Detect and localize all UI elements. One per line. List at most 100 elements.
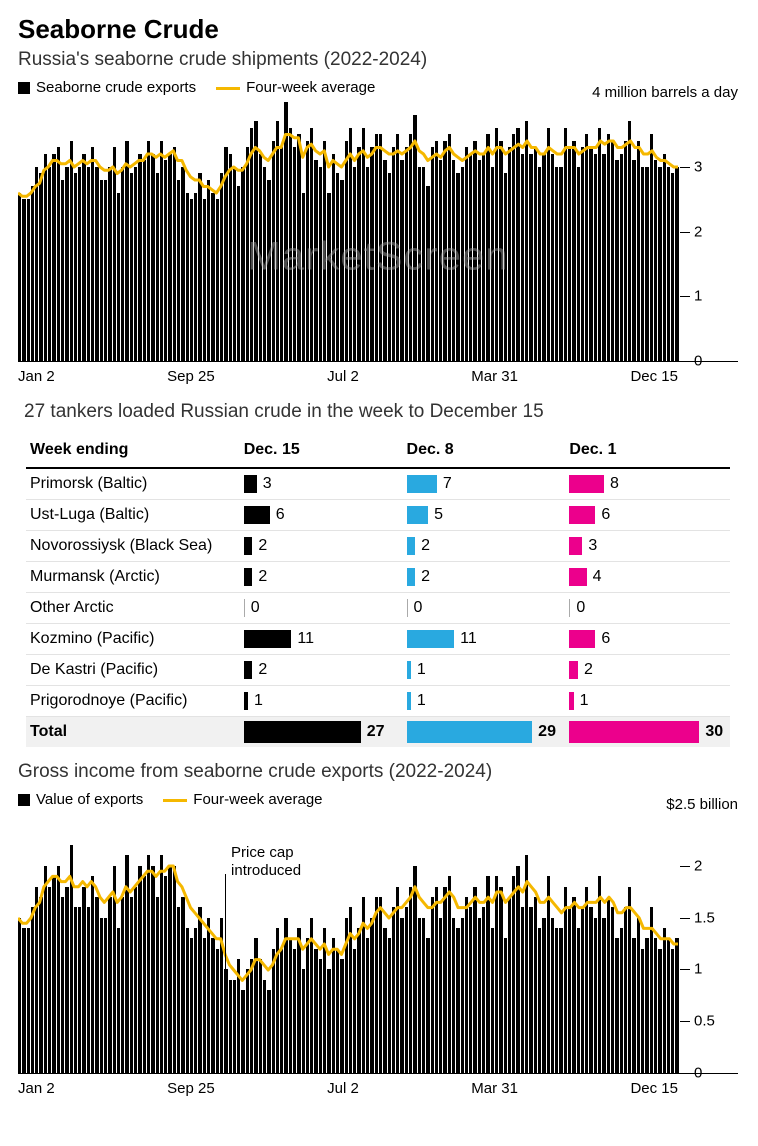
bar <box>443 141 446 361</box>
bar <box>671 173 674 361</box>
annotation-line <box>225 874 226 1074</box>
bar <box>383 928 386 1073</box>
table-bar-cell: 5 <box>407 504 562 526</box>
xtick-label: Mar 31 <box>471 368 518 385</box>
table-bar-cell: 27 <box>244 721 399 743</box>
bar <box>538 928 541 1073</box>
bar <box>667 167 670 361</box>
table-bar-cell: 3 <box>569 535 726 557</box>
ytick-label: 2 <box>694 223 702 240</box>
bar <box>293 949 296 1073</box>
port-label: Kozmino (Pacific) <box>26 624 240 655</box>
bar <box>547 876 550 1073</box>
bar <box>473 887 476 1073</box>
bar <box>572 897 575 1073</box>
bar <box>168 154 171 361</box>
bar <box>663 154 666 361</box>
bar <box>448 134 451 361</box>
bar <box>465 147 468 361</box>
bar <box>147 141 150 361</box>
bar <box>194 193 197 361</box>
bar <box>52 154 55 361</box>
bar <box>48 167 51 361</box>
col-header: Dec. 1 <box>565 435 730 468</box>
table-bar-cell: 1 <box>569 690 726 712</box>
bar <box>31 907 34 1073</box>
bar <box>207 918 210 1073</box>
bar <box>293 147 296 361</box>
col-header: Dec. 8 <box>403 435 566 468</box>
bar <box>650 134 653 361</box>
bar <box>74 907 77 1073</box>
bar <box>529 154 532 361</box>
bar <box>190 938 193 1073</box>
bar <box>413 866 416 1073</box>
chart1-xaxis: Jan 2Sep 25Jul 2Mar 31Dec 15 <box>18 368 738 385</box>
bar <box>280 147 283 361</box>
bar <box>345 141 348 361</box>
bar <box>521 154 524 361</box>
bar <box>486 876 489 1073</box>
bar <box>113 147 116 361</box>
bar <box>461 918 464 1073</box>
bar <box>641 167 644 361</box>
bar <box>607 134 610 361</box>
bar <box>164 160 167 361</box>
bar <box>78 167 81 361</box>
bar <box>516 866 519 1073</box>
bar <box>314 160 317 361</box>
bar <box>130 897 133 1073</box>
bar <box>431 147 434 361</box>
chart2-subtitle: Gross income from seaborne crude exports… <box>18 761 740 783</box>
bar <box>160 141 163 361</box>
chart2-unit: $2.5 billion <box>666 796 738 813</box>
bar <box>422 918 425 1073</box>
bar <box>198 907 201 1073</box>
bar <box>645 167 648 361</box>
table-bar-cell: 29 <box>407 721 562 743</box>
bar <box>461 167 464 361</box>
bar <box>482 907 485 1073</box>
bar <box>349 128 352 361</box>
bar <box>405 147 408 361</box>
bar <box>130 173 133 361</box>
table-bar-cell: 4 <box>569 566 726 588</box>
bar <box>559 167 562 361</box>
bar <box>237 186 240 361</box>
table-row: Other Arctic000 <box>26 593 730 624</box>
bar <box>654 938 657 1073</box>
port-label: Murmansk (Arctic) <box>26 562 240 593</box>
bar <box>564 887 567 1073</box>
port-label: De Kastri (Pacific) <box>26 655 240 686</box>
chart2-legend-line: Four-week average <box>193 791 322 808</box>
bar <box>91 876 94 1073</box>
bar <box>658 167 661 361</box>
bar <box>95 897 98 1073</box>
bar <box>478 918 481 1073</box>
bar <box>529 907 532 1073</box>
bar <box>332 154 335 361</box>
bar <box>108 897 111 1073</box>
bar <box>138 154 141 361</box>
bar <box>508 897 511 1073</box>
bar <box>160 855 163 1073</box>
table-row: Kozmino (Pacific)11116 <box>26 624 730 655</box>
bar <box>491 167 494 361</box>
bar <box>405 907 408 1073</box>
table-bar-cell: 0 <box>569 597 726 619</box>
bar <box>319 167 322 361</box>
port-label: Ust-Luga (Baltic) <box>26 500 240 531</box>
bar <box>418 167 421 361</box>
bar <box>306 938 309 1073</box>
bar <box>392 907 395 1073</box>
bar <box>478 160 481 361</box>
bar <box>319 959 322 1073</box>
table-row: Primorsk (Baltic)378 <box>26 468 730 500</box>
bar <box>48 887 51 1073</box>
bar <box>177 180 180 361</box>
bar <box>486 134 489 361</box>
bar <box>134 887 137 1073</box>
chart2: $2.5 billion 00.511.52 Price capintroduc… <box>18 814 738 1097</box>
table-row: De Kastri (Pacific)212 <box>26 655 730 686</box>
bar <box>628 121 631 361</box>
